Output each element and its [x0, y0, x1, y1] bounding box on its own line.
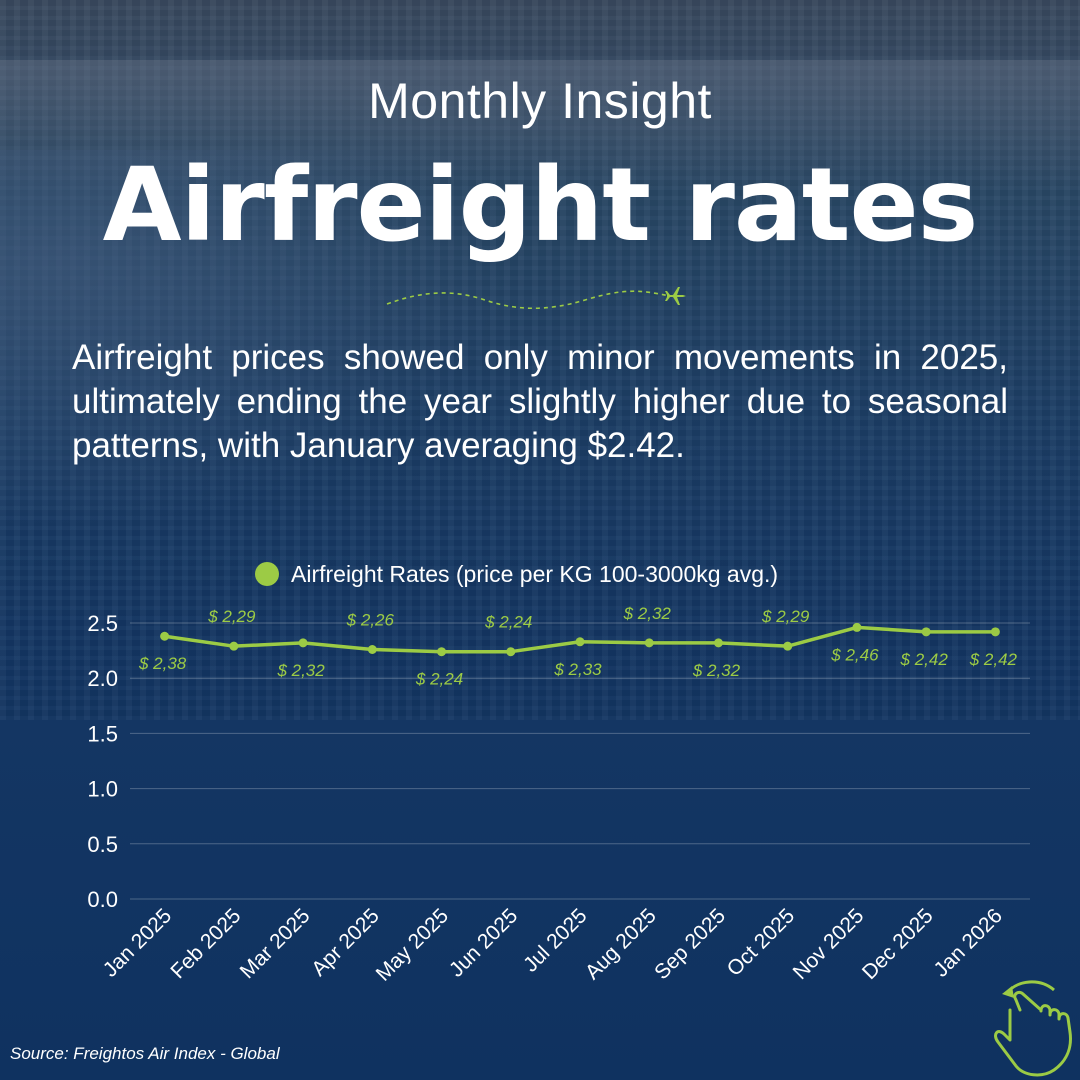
y-tick-label: 0.0 [87, 887, 118, 912]
y-tick-label: 0.5 [87, 832, 118, 857]
data-label: $ 2,46 [830, 645, 879, 664]
data-point [713, 638, 723, 648]
y-tick-label: 2.0 [87, 666, 118, 691]
data-label: $ 2,26 [346, 610, 395, 629]
chart-legend: Airfreight Rates (price per KG 100-3000k… [255, 557, 778, 591]
airplane-icon [386, 287, 686, 310]
data-point [229, 641, 239, 651]
data-label: $ 2,32 [623, 604, 672, 623]
page-title: Airfreight rates [102, 146, 979, 265]
x-tick-label: Jul 2025 [519, 904, 591, 976]
data-point [437, 647, 447, 657]
data-label: $ 2,32 [692, 661, 741, 680]
y-tick-label: 1.5 [87, 721, 118, 746]
source-caption: Source: Freightos Air Index - Global [10, 1044, 280, 1063]
data-label: $ 2,32 [276, 661, 325, 680]
legend-label: Airfreight Rates (price per KG 100-3000k… [291, 560, 779, 587]
data-point [990, 627, 1000, 637]
swipe-hand-icon [994, 980, 1072, 1077]
data-point [575, 637, 585, 647]
y-tick-label: 2.5 [87, 611, 118, 636]
x-tick-label: Mar 2025 [236, 904, 315, 983]
data-label: $ 2,24 [484, 613, 532, 632]
legend-marker [255, 562, 279, 586]
data-label: $ 2,38 [138, 654, 187, 673]
data-point [367, 644, 377, 654]
background-river [0, 150, 520, 530]
x-tick-label: Jun 2025 [445, 904, 522, 981]
x-tick-label: Dec 2025 [858, 904, 938, 984]
data-point [160, 631, 170, 641]
data-label: $ 2,29 [207, 607, 256, 626]
data-label: $ 2,42 [969, 650, 1018, 669]
data-label: $ 2,42 [900, 650, 949, 669]
x-tick-label: Nov 2025 [789, 904, 869, 984]
x-tick-label: Jan 2025 [99, 904, 176, 981]
data-label: $ 2,24 [415, 670, 463, 689]
x-tick-label: Aug 2025 [581, 904, 661, 984]
x-tick-label: Oct 2025 [723, 904, 800, 981]
data-point [298, 638, 308, 648]
data-point [783, 641, 793, 651]
data-point [644, 638, 654, 648]
data-point [921, 627, 931, 637]
y-tick-label: 1.0 [87, 777, 118, 802]
data-label: $ 2,33 [553, 660, 602, 679]
x-tick-label: May 2025 [372, 904, 453, 985]
data-point [506, 647, 516, 657]
data-label: $ 2,29 [761, 607, 810, 626]
x-tick-label: Sep 2025 [650, 904, 730, 984]
description-text: Airfreight prices showed only minor move… [72, 338, 1008, 465]
x-tick-label: Feb 2025 [166, 904, 245, 983]
page-subtitle: Monthly Insight [368, 73, 712, 129]
data-point [852, 622, 862, 632]
